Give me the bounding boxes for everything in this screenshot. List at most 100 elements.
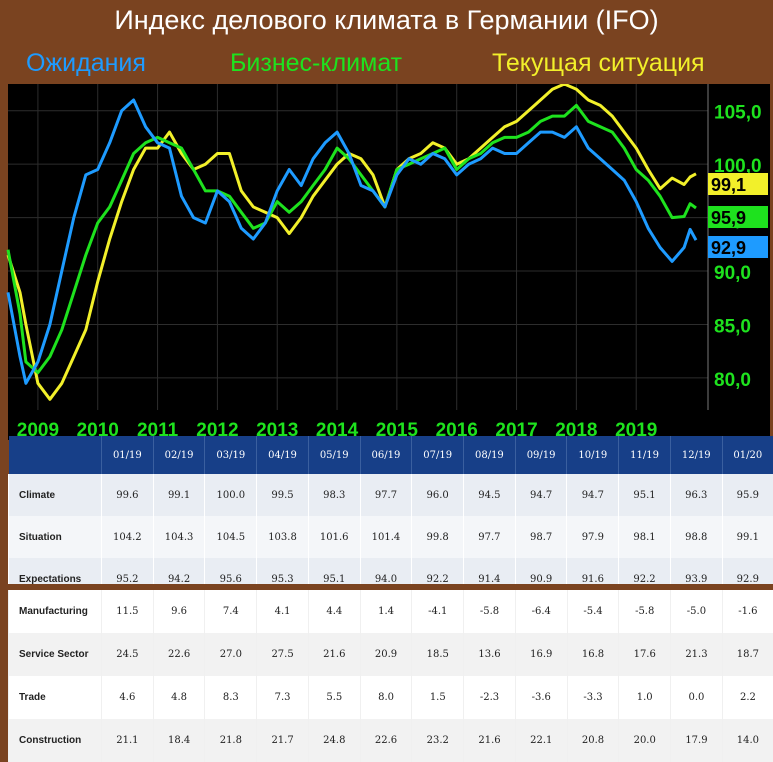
table-cell: 91.6 <box>567 558 619 584</box>
table-cell: 98.3 <box>308 474 360 516</box>
table-cell: 17.6 <box>619 633 671 676</box>
table-cell: 18.4 <box>153 719 205 762</box>
month-header: 04/19 <box>257 436 309 474</box>
table-cell: 97.7 <box>464 516 516 558</box>
table-cell: 8.3 <box>205 676 257 719</box>
table-cell: 5.5 <box>308 676 360 719</box>
table-cell: 101.6 <box>308 516 360 558</box>
table-cell: 104.3 <box>153 516 205 558</box>
table-cell: 91.4 <box>464 558 516 584</box>
month-header: 01/20 <box>722 436 773 474</box>
table-cell: -6.4 <box>515 590 567 633</box>
table-cell: 99.1 <box>153 474 205 516</box>
month-header: 09/19 <box>515 436 567 474</box>
row-label: Climate <box>9 474 102 516</box>
table-cell: 97.9 <box>567 516 619 558</box>
table-cell: 1.0 <box>619 676 671 719</box>
table-cell: 95.3 <box>257 558 309 584</box>
table-cell: 94.0 <box>360 558 412 584</box>
table-cell: -4.1 <box>412 590 464 633</box>
table-cell: 95.6 <box>205 558 257 584</box>
month-header: 03/19 <box>205 436 257 474</box>
table-cell: 0.0 <box>671 676 723 719</box>
plot-area-background <box>8 84 770 440</box>
table-cell: -5.4 <box>567 590 619 633</box>
table-cell: 7.4 <box>205 590 257 633</box>
table-cell: 96.3 <box>670 474 722 516</box>
month-header: 10/19 <box>567 436 619 474</box>
y-tick-label: 105,0 <box>714 103 762 124</box>
month-header: 06/19 <box>360 436 412 474</box>
table-cell: -5.8 <box>619 590 671 633</box>
table-cell: 103.8 <box>257 516 309 558</box>
table-cell: 20.8 <box>567 719 619 762</box>
table-cell: 99.6 <box>102 474 154 516</box>
table-cell: 21.3 <box>671 633 723 676</box>
table-cell: 22.6 <box>153 633 205 676</box>
header-corner <box>9 436 102 474</box>
table-cell: 99.1 <box>722 516 773 558</box>
table-cell: 101.4 <box>360 516 412 558</box>
table-cell: -3.3 <box>567 676 619 719</box>
row-label: Expectations <box>9 558 102 584</box>
row-label: Trade <box>9 676 102 719</box>
table-cell: 99.5 <box>257 474 309 516</box>
table-cell: 94.5 <box>464 474 516 516</box>
month-header: 11/19 <box>619 436 671 474</box>
table-cell: 16.8 <box>567 633 619 676</box>
table-cell: 18.5 <box>412 633 464 676</box>
table-cell: 21.6 <box>464 719 516 762</box>
month-header: 08/19 <box>464 436 516 474</box>
table-cell: 94.7 <box>567 474 619 516</box>
legend-climate: Бизнес-климат <box>230 46 402 80</box>
table-cell: -2.3 <box>464 676 516 719</box>
table-cell: 13.6 <box>464 633 516 676</box>
table-cell: 21.1 <box>102 719 154 762</box>
table-cell: 27.0 <box>205 633 257 676</box>
row-label: Manufacturing <box>9 590 102 633</box>
table-cell: -3.6 <box>515 676 567 719</box>
table-cell: 24.8 <box>308 719 360 762</box>
table-cell: 94.7 <box>515 474 567 516</box>
table-cell: 14.0 <box>722 719 773 762</box>
table-cell: 104.2 <box>102 516 154 558</box>
table-cell: 95.1 <box>619 474 671 516</box>
table-cell: 95.9 <box>722 474 773 516</box>
row-label: Service Sector <box>9 633 102 676</box>
table-cell: 22.1 <box>515 719 567 762</box>
table-cell: 95.1 <box>308 558 360 584</box>
end-value-labels: 99,195,992,9 <box>708 173 768 258</box>
table-cell: 4.1 <box>257 590 309 633</box>
table-cell: 4.4 <box>308 590 360 633</box>
table-cell: 7.3 <box>257 676 309 719</box>
table-cell: 93.9 <box>670 558 722 584</box>
table-cell: 22.6 <box>360 719 412 762</box>
table-cell: 95.2 <box>102 558 154 584</box>
table-cell: 99.8 <box>412 516 464 558</box>
table-cell: 98.8 <box>670 516 722 558</box>
table-cell: 94.2 <box>153 558 205 584</box>
table-cell: 27.5 <box>257 633 309 676</box>
table-cell: 20.9 <box>360 633 412 676</box>
table-cell: 24.5 <box>102 633 154 676</box>
table-cell: -5.0 <box>671 590 723 633</box>
table-cell: 16.9 <box>515 633 567 676</box>
y-tick-label: 90,0 <box>714 263 751 284</box>
table-cell: 100.0 <box>205 474 257 516</box>
table-cell: 18.7 <box>722 633 773 676</box>
table-cell: 23.2 <box>412 719 464 762</box>
table-cell: 92.2 <box>619 558 671 584</box>
legend-situation: Текущая ситуация <box>492 46 705 80</box>
